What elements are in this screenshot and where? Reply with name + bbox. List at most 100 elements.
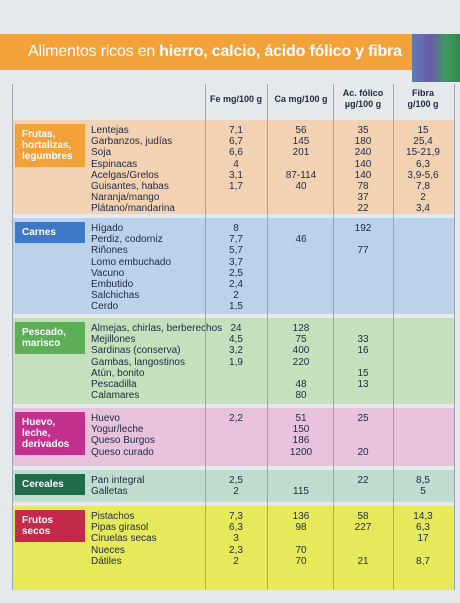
column-divider [333, 84, 334, 590]
value-cell-fi: 15-21,9 [406, 147, 440, 159]
food-name-cell: Vacuno [91, 267, 125, 279]
food-name-cell: Soja [91, 147, 112, 159]
food-name-cell: Mejillones [91, 334, 136, 346]
value-cell-af: 21 [357, 555, 369, 567]
value-cell-fi: 3,9-5,6 [407, 169, 439, 181]
table-row: Almejas, chirlas, berberechos 24 128 [13, 323, 455, 334]
page-title: Alimentos ricos en hierro, calcio, ácido… [0, 34, 412, 70]
food-group-label-line: Frutos [22, 515, 54, 526]
value-cell-ca: 70 [295, 555, 307, 567]
value-cell-fi: 3,4 [416, 203, 430, 215]
food-group-label: Pescado, marisco [15, 322, 85, 354]
value-cell-ca: 1200 [289, 446, 313, 458]
table-row: Galletas 2 115 5 [13, 486, 455, 497]
food-group-label: Cereales [15, 474, 85, 495]
value-cell-af: 140 [354, 158, 372, 170]
table-row: Hígado 8 192 [13, 223, 455, 234]
header-ca-line: Ca mg/100 g [274, 94, 328, 104]
table-row: Pipas girasol 6,3 98 227 6,3 [13, 522, 455, 533]
food-name-cell: Hígado [91, 223, 124, 234]
value-cell-fe: 6,6 [229, 147, 243, 159]
food-name-cell: Lentejas [91, 125, 129, 136]
value-cell-ca: 70 [295, 544, 307, 556]
food-name-cell: Dátiles [91, 555, 122, 567]
value-cell-ca: 75 [295, 334, 307, 346]
value-cell-af: 140 [354, 169, 372, 181]
food-name-cell: Espinacas [91, 158, 138, 170]
table-row: Calamares 80 [13, 390, 455, 401]
value-cell-fe: 4 [233, 158, 239, 170]
table-row: Pan integral 2,5 22 8,5 [13, 475, 455, 486]
food-name-cell: Almejas, chirlas, berberechos [91, 323, 223, 334]
food-name-cell: Yogur/leche [91, 424, 144, 436]
value-cell-af: 20 [357, 446, 369, 458]
header-fi: Fibra g/100 g [395, 88, 451, 110]
table-row: Espinacas 4 140 6,3 [13, 159, 455, 170]
food-name-cell: Embutido [91, 279, 134, 290]
value-cell-ca: 150 [292, 424, 310, 436]
value-cell-ca: 56 [295, 125, 307, 136]
value-cell-af: 78 [357, 181, 369, 192]
column-divider [454, 84, 455, 590]
food-name-cell: Cerdo [91, 301, 119, 313]
value-cell-af: 180 [354, 136, 372, 148]
table-row: Ciruelas secas 3 17 [13, 533, 455, 544]
food-group-section: Frutas, hortalizas, legumbres Lentejas 7,1 56… [13, 120, 455, 214]
food-group-label-line: legumbres [22, 151, 73, 162]
value-cell-fe: 7,1 [229, 125, 243, 136]
value-cell-fe: 2,4 [229, 279, 243, 290]
table-row: Cerdo 1,5 [13, 301, 455, 312]
table-row: Mejillones 4,5 75 33 [13, 334, 455, 345]
food-group-label-line: derivados [22, 439, 70, 450]
value-cell-fi: 14,3 [413, 511, 433, 522]
table-row: Acelgas/Grelos 3,1 87-114 140 3,9-5,6 [13, 170, 455, 181]
value-cell-ca: 136 [292, 511, 310, 522]
value-cell-fe: 3,7 [229, 256, 243, 268]
table-row: Perdiz, codorniz 7,7 46 [13, 234, 455, 245]
table-row: Garbanzos, judías 6,7 145 180 25,4 [13, 136, 455, 147]
title-part-2: hierro, calcio, ácido fólico y fibra [159, 43, 402, 60]
value-cell-fi: 6,3 [416, 158, 430, 170]
food-group-label: Frutas, hortalizas, legumbres [15, 124, 85, 167]
food-name-cell: Pipas girasol [91, 522, 149, 534]
food-group-section: Huevo, leche, derivados Huevo 2,2 51 25 Yogur/l… [13, 408, 455, 466]
value-cell-fe: 6,7 [229, 136, 243, 148]
value-cell-af: 240 [354, 147, 372, 159]
value-cell-ca: 186 [292, 435, 310, 447]
value-cell-fe: 3,1 [229, 169, 243, 181]
food-group-label-line: leche, [22, 428, 51, 439]
value-cell-ca: 51 [295, 413, 307, 424]
value-cell-ca: 98 [295, 522, 307, 534]
food-group-section: Pescado, marisco Almejas, chirlas, berbere… [13, 318, 455, 404]
food-name-cell: Pescadilla [91, 379, 137, 390]
value-cell-fi: 8,7 [416, 555, 430, 567]
value-cell-fi: 6,3 [416, 522, 430, 534]
table-row: Vacuno 2,5 [13, 268, 455, 279]
value-cell-fe: 2,2 [229, 413, 243, 424]
food-name-cell: Plátano/mandarina [91, 203, 175, 215]
value-cell-fe: 24 [230, 323, 242, 334]
value-cell-fe: 8 [233, 223, 239, 234]
table-row: Plátano/mandarina 22 3,4 [13, 203, 455, 214]
table-header: Fe mg/100 g Ca mg/100 g Ac. fólico µg/10… [13, 84, 455, 118]
value-cell-fi: 17 [417, 533, 429, 545]
value-cell-fe: 6,3 [229, 522, 243, 534]
value-cell-ca: 48 [295, 379, 307, 390]
food-name-cell: Queso Burgos [91, 435, 155, 447]
food-name-cell: Perdiz, codorniz [91, 234, 163, 246]
value-cell-af: 22 [357, 475, 369, 486]
value-cell-fe: 1,7 [229, 181, 243, 192]
value-cell-fe: 3,2 [229, 345, 243, 357]
table-row: Atún, bonito 15 [13, 368, 455, 379]
food-name-cell: Sardinas (conserva) [91, 345, 181, 357]
food-name-cell: Calamares [91, 390, 140, 402]
food-group-label-line: Pescado, [22, 327, 66, 338]
nutrition-table: Fe mg/100 g Ca mg/100 g Ac. fólico µg/10… [12, 84, 455, 590]
food-name-cell: Pistachos [91, 511, 135, 522]
value-cell-fe: 7,3 [229, 511, 243, 522]
value-cell-fe: 2,3 [229, 544, 243, 556]
food-group-label: Huevo, leche, derivados [15, 412, 85, 455]
value-cell-ca: 40 [295, 181, 307, 192]
food-name-cell: Gambas, langostinos [91, 356, 185, 368]
value-cell-fe: 4,5 [229, 334, 243, 346]
